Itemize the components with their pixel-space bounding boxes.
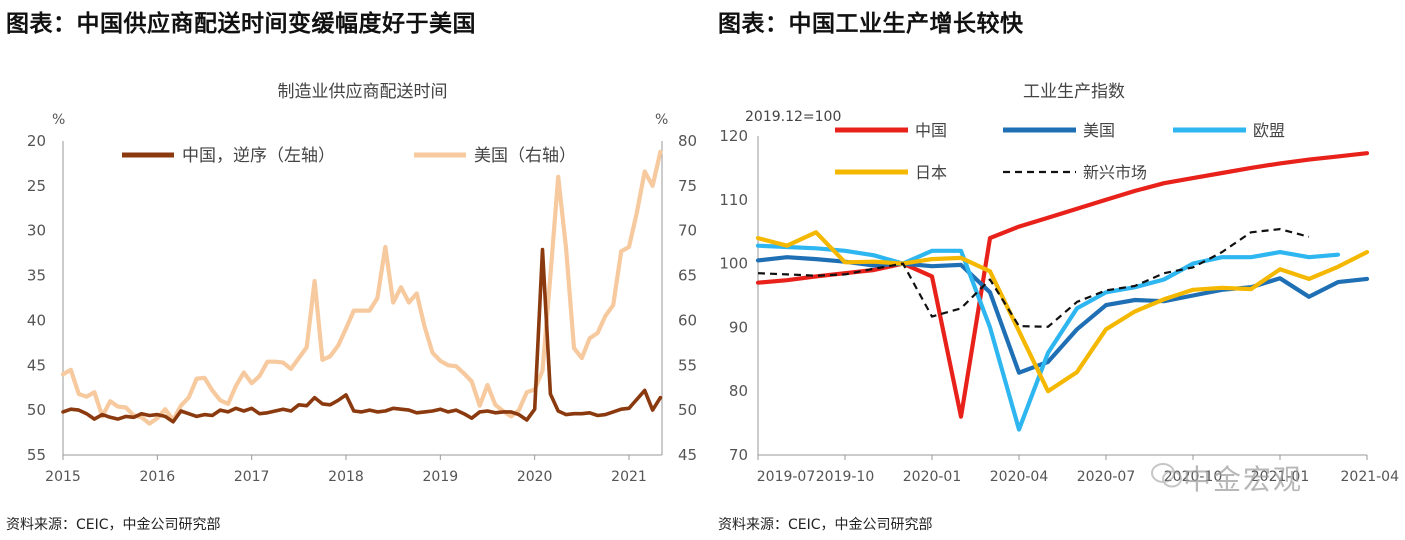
right-tick-label: 60 [678,311,697,329]
right-axis-unit: % [655,112,668,128]
legend-label: 中国 [915,121,947,140]
x-tick-label: 2020 [517,469,553,485]
series-us-line [60,149,663,426]
series-china-line [755,151,1370,419]
right-tick-label: 80 [678,132,697,150]
y-tick-label: 120 [719,127,748,145]
y-tick-label: 70 [729,446,748,464]
left-tick-label: 55 [27,446,46,464]
left-axis-unit: % [52,112,65,128]
right-tick-label: 45 [678,446,697,464]
left-tick-label: 25 [27,177,46,195]
legend-label: 中国，逆序（左轴） [182,146,335,166]
x-tick-label: 2020-07 [1077,469,1136,485]
x-tick-label: 2020-04 [990,469,1049,485]
series-china-line [61,247,663,424]
y-tick-label: 100 [719,255,748,273]
right-tick-label: 50 [678,401,697,419]
watermark: 中金宏观 [1183,463,1304,496]
legend-label: 日本 [915,163,947,182]
left-panel-title: 图表：中国供应商配送时间变缓幅度好于美国 [6,11,476,37]
left-tick-label: 50 [27,401,46,419]
supplier-delivery-chart: 制造业供应商配送时间% % 20 25 30 35 40 45 50 55 45 50 55 60 65 70… [27,82,697,485]
x-tick-label: 2021 [611,469,647,485]
x-tick-label: 2016 [140,469,176,485]
left-tick-label: 30 [27,222,46,240]
left-tick-label: 45 [27,356,46,374]
right-panel-title: 图表：中国工业生产增长较快 [718,11,1024,37]
legend-label: 新兴市场 [1083,163,1147,182]
series-em-line [757,228,1310,328]
right-tick-label: 70 [678,222,697,240]
x-tick-label: 2021-04 [1341,469,1400,485]
x-tick-label: 2019-07 [757,469,816,485]
y-tick-label: 80 [729,382,748,400]
x-tick-label: 2019 [423,469,459,485]
series-eu-line [755,243,1341,432]
left-tick-label: 20 [27,132,46,150]
x-tick-label: 2018 [328,469,364,485]
x-tick-label: 2020-01 [903,469,962,485]
legend-label: 欧盟 [1253,121,1285,140]
right-source-note: 资料来源：CEIC，中金公司研究部 [718,517,933,533]
x-tick-label: 2019-10 [816,469,875,485]
chart-title: 工业生产指数 [1023,82,1125,102]
right-tick-label: 65 [678,267,697,285]
y-unit-label: 2019.12=100 [745,109,841,125]
right-tick-label: 75 [678,177,697,195]
right-tick-label: 55 [678,356,697,374]
chart-title: 制造业供应商配送时间 [278,82,448,102]
legend-label: 美国（右轴） [474,146,576,166]
x-tick-label: 2015 [45,469,81,485]
y-tick-label: 90 [729,318,748,336]
legend-label: 美国 [1083,121,1115,140]
series-japan-line [755,230,1370,394]
left-tick-label: 40 [27,311,46,329]
y-tick-label: 110 [719,191,748,209]
x-tick-label: 2017 [234,469,270,485]
left-source-note: 资料来源：CEIC，中金公司研究部 [6,517,221,533]
x-tick-label: 2021-01 [1251,469,1310,485]
left-tick-label: 35 [27,267,46,285]
wechat-icon [1151,463,1182,488]
